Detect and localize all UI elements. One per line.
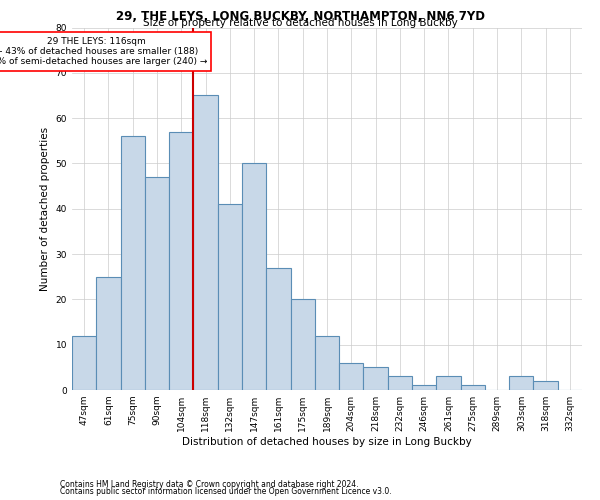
Y-axis label: Number of detached properties: Number of detached properties xyxy=(40,126,50,291)
Bar xyxy=(436,376,461,390)
Text: 29 THE LEYS: 116sqm
← 43% of detached houses are smaller (188)
55% of semi-detac: 29 THE LEYS: 116sqm ← 43% of detached ho… xyxy=(0,36,207,66)
Bar xyxy=(339,363,364,390)
Bar xyxy=(388,376,412,390)
Bar xyxy=(242,164,266,390)
Bar xyxy=(461,386,485,390)
Bar xyxy=(218,204,242,390)
Bar xyxy=(266,268,290,390)
X-axis label: Distribution of detached houses by size in Long Buckby: Distribution of detached houses by size … xyxy=(182,437,472,447)
Bar xyxy=(412,386,436,390)
Bar xyxy=(509,376,533,390)
Text: Size of property relative to detached houses in Long Buckby: Size of property relative to detached ho… xyxy=(143,18,457,28)
Bar xyxy=(121,136,145,390)
Bar xyxy=(169,132,193,390)
Bar xyxy=(193,96,218,390)
Bar xyxy=(72,336,96,390)
Text: 29, THE LEYS, LONG BUCKBY, NORTHAMPTON, NN6 7YD: 29, THE LEYS, LONG BUCKBY, NORTHAMPTON, … xyxy=(115,10,485,23)
Text: Contains public sector information licensed under the Open Government Licence v3: Contains public sector information licen… xyxy=(60,487,392,496)
Text: Contains HM Land Registry data © Crown copyright and database right 2024.: Contains HM Land Registry data © Crown c… xyxy=(60,480,359,489)
Bar xyxy=(145,177,169,390)
Bar xyxy=(315,336,339,390)
Bar xyxy=(290,300,315,390)
Bar xyxy=(364,368,388,390)
Bar xyxy=(533,381,558,390)
Bar xyxy=(96,276,121,390)
